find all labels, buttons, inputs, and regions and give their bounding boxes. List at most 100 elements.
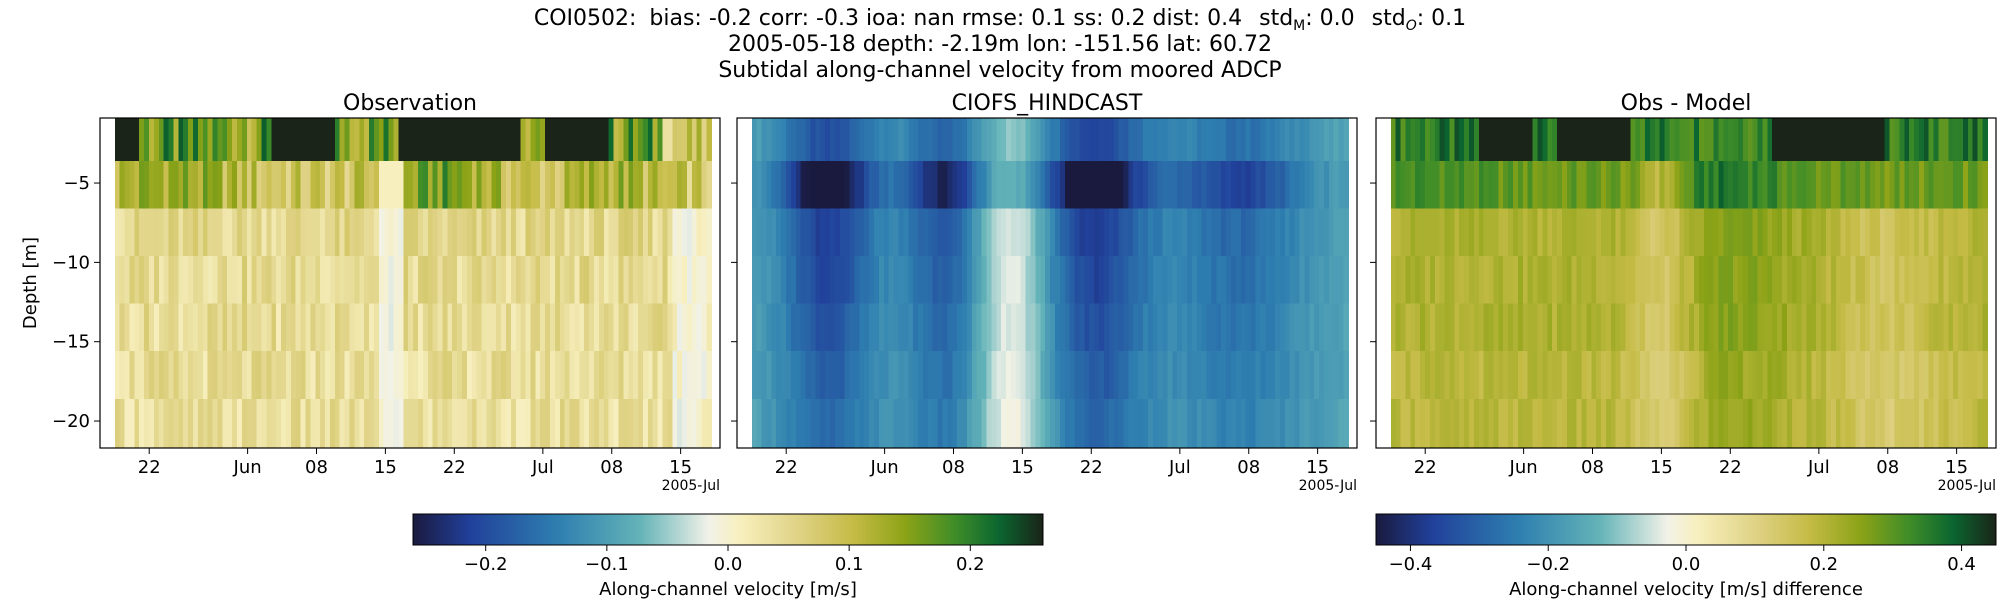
heatmap-cell (657, 160, 664, 210)
heatmap-cell (1069, 303, 1076, 352)
heatmap-cell (232, 208, 238, 257)
heatmap-cell (1679, 351, 1685, 400)
heatmap-cell (677, 398, 683, 449)
heatmap-cell (285, 208, 292, 257)
heatmap-cell (795, 398, 802, 449)
heatmap-cell (1235, 256, 1242, 305)
heatmap-cell (991, 351, 997, 400)
heatmap-cell (1571, 351, 1578, 400)
heatmap-cell (1737, 398, 1744, 449)
heatmap-cell (1679, 160, 1685, 210)
heatmap-cell (466, 118, 473, 162)
heatmap-cell (696, 208, 703, 257)
heatmap-cell (628, 118, 634, 162)
heatmap-cell (1187, 160, 1193, 210)
heatmap-cell (417, 160, 424, 210)
heatmap-cell (1410, 351, 1416, 400)
heatmap-cell (1737, 303, 1744, 352)
heatmap-cell (1581, 398, 1587, 449)
heatmap-cell (1045, 303, 1051, 352)
heatmap-cell (1605, 118, 1612, 162)
heatmap-cell (1319, 398, 1325, 449)
heatmap-cell (942, 351, 948, 400)
plot-frame (736, 117, 1358, 449)
heatmap-cell (682, 398, 688, 449)
heatmap-cell (1473, 160, 1480, 210)
heatmap-cell (1645, 256, 1651, 305)
heatmap-cell (1152, 398, 1159, 449)
heatmap-cell (1552, 160, 1558, 210)
heatmap-cell (1395, 118, 1402, 162)
heatmap-cell (320, 351, 326, 400)
heatmap-cell (706, 398, 712, 449)
heatmap-cell (1513, 160, 1519, 210)
heatmap-cell (1522, 160, 1529, 210)
heatmap-cell (1532, 303, 1539, 352)
heatmap-cell (334, 303, 341, 352)
heatmap-cell (1865, 160, 1871, 210)
heatmap-cell (898, 398, 904, 449)
heatmap-cell (1870, 351, 1876, 400)
heatmap-cell (163, 160, 170, 210)
heatmap-cell (153, 118, 160, 162)
heatmap-cell (1855, 303, 1861, 352)
heatmap-cell (1020, 351, 1027, 400)
heatmap-cell (486, 118, 492, 162)
heatmap-cell (1723, 256, 1729, 305)
heatmap-cell (1191, 256, 1198, 305)
heatmap-cell (1434, 208, 1441, 257)
heatmap-cell (1493, 160, 1499, 210)
heatmap-cell (618, 208, 624, 257)
heatmap-cell (1874, 208, 1881, 257)
heatmap-cell (1240, 160, 1247, 210)
heatmap-cell (1025, 351, 1032, 400)
heatmap-cell (510, 256, 517, 305)
heatmap-cell (178, 118, 184, 162)
heatmap-cell (874, 256, 880, 305)
heatmap-cell (550, 208, 556, 257)
heatmap-cell (510, 398, 517, 449)
heatmap-cell (682, 351, 688, 400)
heatmap-cell (114, 303, 121, 352)
heatmap-cell (1079, 118, 1085, 162)
heatmap-cell (1162, 351, 1169, 400)
heatmap-cell (834, 351, 841, 400)
heatmap-cell (1547, 303, 1553, 352)
heatmap-cell (1899, 303, 1905, 352)
heatmap-cell (373, 118, 380, 162)
heatmap-cell (505, 256, 512, 305)
heatmap-cell (1918, 351, 1925, 400)
heatmap-cell (1464, 303, 1470, 352)
heatmap-cell (1576, 256, 1583, 305)
heatmap-cell (148, 208, 155, 257)
heatmap-cell (1899, 351, 1905, 400)
heatmap-cell (1615, 160, 1622, 210)
heatmap-cell (1299, 256, 1305, 305)
heatmap-cell (1703, 118, 1710, 162)
heatmap-cell (134, 398, 140, 449)
heatmap-cell (1830, 398, 1837, 449)
heatmap-cell (1182, 256, 1188, 305)
heatmap-cell (864, 118, 870, 162)
heatmap-cell (913, 208, 919, 257)
heatmap-cell (1962, 256, 1969, 305)
heatmap-cell (771, 351, 777, 400)
heatmap-cell (589, 398, 595, 449)
heatmap-cell (153, 256, 160, 305)
heatmap-cell (962, 303, 968, 352)
heatmap-cell (1532, 351, 1539, 400)
std-m-subscript: M (1293, 18, 1305, 34)
heatmap-cell (227, 160, 233, 210)
heatmap-cell (554, 398, 561, 449)
heatmap-cell (1133, 398, 1139, 449)
heatmap-cell (398, 208, 404, 257)
heatmap-cell (1669, 160, 1675, 210)
heatmap-cell (1581, 351, 1587, 400)
heatmap-cell (1693, 118, 1700, 162)
heatmap-cell (1967, 351, 1974, 400)
heatmap-cell (530, 160, 536, 210)
heatmap-cell (672, 118, 678, 162)
heatmap-cell (1635, 118, 1641, 162)
heatmap-cell (844, 351, 851, 400)
heatmap-cell (589, 208, 595, 257)
